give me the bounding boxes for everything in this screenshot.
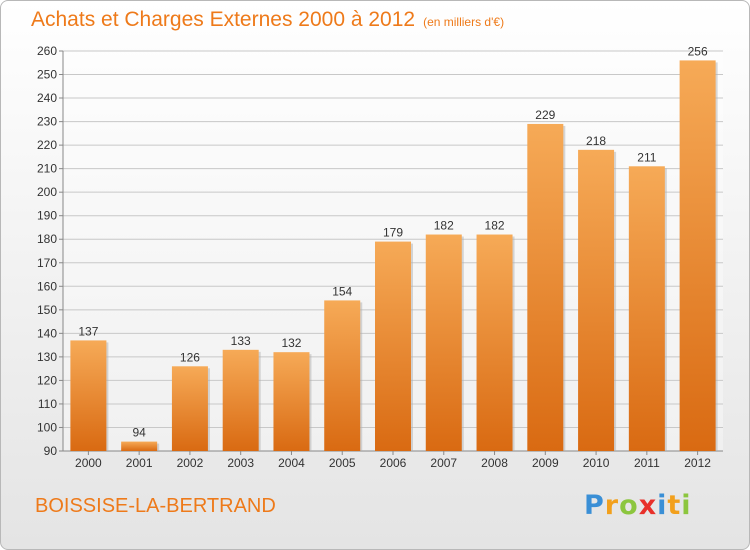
- data-label-2011: 211: [637, 150, 656, 164]
- chart-title: Achats et Charges Externes 2000 à 2012 (e…: [31, 8, 504, 32]
- y-tick-label-190: 190: [37, 209, 57, 223]
- bar-2010: [578, 149, 615, 451]
- bar-2009: [527, 123, 564, 452]
- y-tick-label-170: 170: [37, 256, 57, 270]
- y-tick-label-240: 240: [37, 91, 57, 105]
- logo-letter: i: [657, 490, 668, 521]
- x-tick-label-2000: 2000: [75, 456, 102, 470]
- data-label-2000: 137: [78, 324, 98, 338]
- y-tick-label-210: 210: [37, 162, 57, 176]
- data-label-2006: 179: [383, 226, 403, 240]
- y-tick-label-130: 130: [37, 350, 57, 364]
- y-tick-label-140: 140: [37, 326, 57, 340]
- y-tick-label-150: 150: [37, 303, 57, 317]
- bar-2004: [273, 352, 310, 451]
- y-tick-label-120: 120: [37, 373, 57, 387]
- x-tick-label-2002: 2002: [177, 456, 204, 470]
- y-tick-label-260: 260: [37, 44, 57, 58]
- data-label-2008: 182: [485, 219, 505, 233]
- data-label-2003: 133: [231, 334, 251, 348]
- y-tick-label-180: 180: [37, 232, 57, 246]
- bar-2005: [324, 300, 361, 451]
- x-tick-label-2005: 2005: [329, 456, 356, 470]
- x-tick-label-2012: 2012: [684, 456, 711, 470]
- x-tick-label-2001: 2001: [126, 456, 153, 470]
- logo-letter: o: [619, 490, 639, 521]
- data-label-2002: 126: [180, 350, 200, 364]
- bar-2000: [70, 340, 107, 451]
- logo-letter: x: [638, 490, 658, 521]
- x-tick-label-2009: 2009: [532, 456, 559, 470]
- x-tick-label-2007: 2007: [430, 456, 457, 470]
- logo-letter: i: [681, 490, 692, 521]
- data-label-2009: 229: [535, 108, 555, 122]
- proxiti-logo: Proxiti: [584, 490, 692, 521]
- data-label-2005: 154: [332, 284, 352, 298]
- y-tick-label-160: 160: [37, 279, 57, 293]
- logo-letter: r: [604, 490, 620, 521]
- y-tick-label-100: 100: [37, 420, 57, 434]
- data-label-2004: 132: [281, 336, 301, 350]
- y-tick-label-200: 200: [37, 185, 57, 199]
- logo-letter: P: [584, 490, 605, 521]
- x-tick-label-2004: 2004: [278, 456, 305, 470]
- data-label-2012: 256: [688, 44, 708, 58]
- bar-2003: [222, 349, 259, 451]
- bar-2008: [476, 234, 513, 451]
- y-tick-label-220: 220: [37, 138, 57, 152]
- bar-2002: [171, 366, 208, 451]
- x-tick-label-2010: 2010: [583, 456, 610, 470]
- y-tick-label-230: 230: [37, 115, 57, 129]
- data-label-2001: 94: [132, 426, 146, 440]
- y-tick-label-250: 250: [37, 68, 57, 82]
- bar-2007: [425, 234, 462, 451]
- x-tick-label-2011: 2011: [634, 456, 660, 470]
- x-tick-label-2006: 2006: [380, 456, 407, 470]
- y-tick-label-110: 110: [38, 397, 57, 411]
- bar-2012: [679, 60, 716, 451]
- chart-title-text: Achats et Charges Externes 2000 à 2012: [31, 8, 416, 31]
- x-tick-label-2008: 2008: [481, 456, 508, 470]
- bar-2001: [121, 441, 158, 451]
- data-label-2010: 218: [586, 134, 606, 148]
- data-label-2007: 182: [434, 219, 454, 233]
- x-tick-label-2003: 2003: [227, 456, 254, 470]
- bar-2006: [375, 241, 411, 451]
- commune-name: BOISSISE-LA-BERTRAND: [35, 495, 276, 517]
- logo-letter: t: [667, 490, 682, 521]
- chart-subtitle: (en milliers d'€): [423, 15, 505, 29]
- y-tick-label-90: 90: [44, 444, 58, 458]
- bar-2011: [628, 166, 665, 451]
